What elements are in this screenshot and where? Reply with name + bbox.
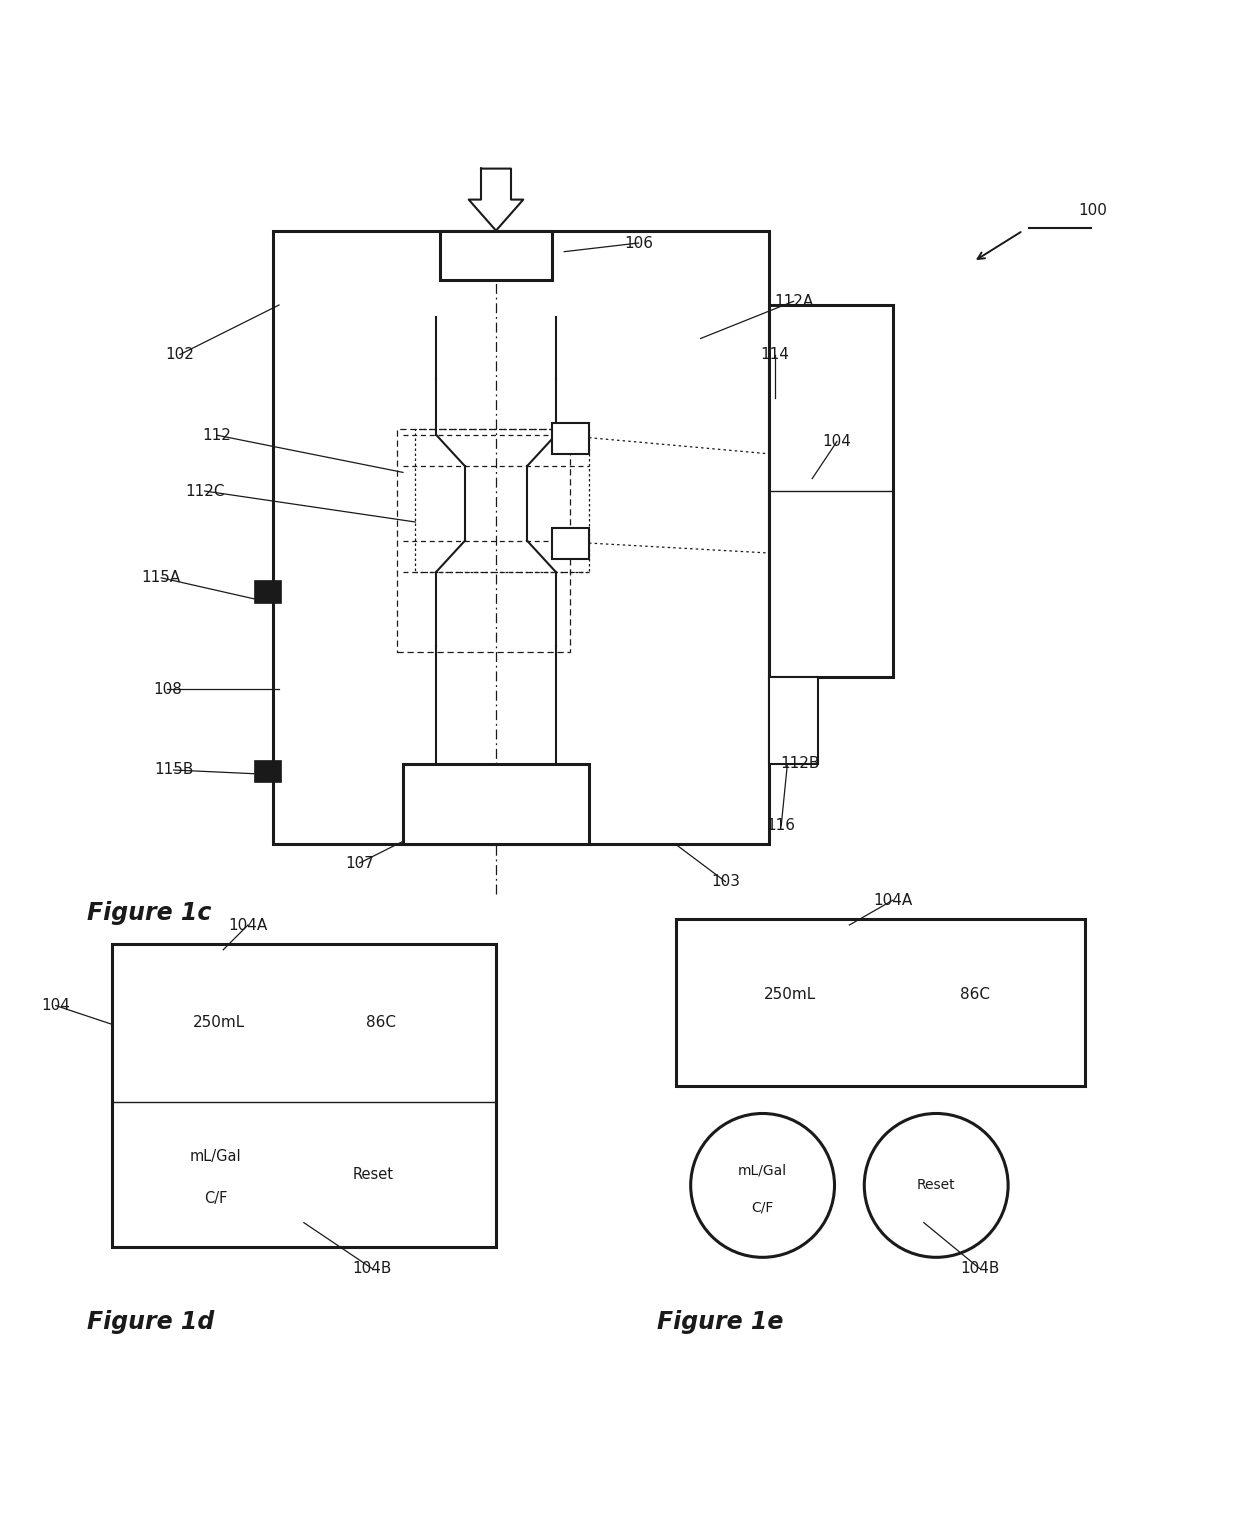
Bar [112,944,496,1247]
Text: C/F: C/F [203,1192,227,1206]
Bar [273,231,769,844]
Text: 106: 106 [624,236,653,251]
Text: 104A: 104A [873,893,913,907]
Text: Reset: Reset [916,1178,956,1192]
Text: 107: 107 [345,856,374,870]
Text: 104A: 104A [228,918,268,933]
Circle shape [691,1113,835,1257]
Text: 114: 114 [760,346,790,362]
Text: 104: 104 [41,998,71,1013]
Bar [403,764,589,844]
Text: 103: 103 [711,875,740,889]
Text: 250mL: 250mL [193,1015,246,1030]
Text: 112A: 112A [774,294,813,310]
Text: 104B: 104B [352,1261,392,1277]
Bar [552,528,589,559]
Text: 86C: 86C [366,1015,396,1030]
Bar [254,761,281,782]
Text: 115A: 115A [141,570,181,585]
Text: 112: 112 [202,428,232,442]
Circle shape [864,1113,1008,1257]
Bar [440,231,552,280]
Polygon shape [469,168,523,231]
Text: Figure 1c: Figure 1c [87,901,211,924]
Bar [552,424,589,454]
Text: Figure 1e: Figure 1e [657,1311,784,1334]
Text: 112B: 112B [780,756,820,772]
Text: 100: 100 [1079,203,1107,219]
Text: 250mL: 250mL [764,987,816,1001]
Text: Reset: Reset [352,1167,393,1183]
Text: 86C: 86C [960,987,990,1001]
Text: C/F: C/F [751,1201,774,1215]
Text: Figure 1d: Figure 1d [87,1311,215,1334]
Bar [769,305,893,678]
Bar [769,678,818,764]
Text: 104B: 104B [960,1261,999,1277]
Bar [397,430,570,653]
Text: 102: 102 [165,346,195,362]
Bar [676,919,1085,1086]
Bar [254,581,281,602]
Text: 108: 108 [153,682,182,698]
Text: mL/Gal: mL/Gal [190,1149,242,1164]
Text: 115B: 115B [154,762,193,778]
Text: 104: 104 [822,434,852,448]
Text: 112C: 112C [185,484,224,499]
Bar [415,430,589,571]
Text: mL/Gal: mL/Gal [738,1164,787,1178]
Text: 116: 116 [766,818,796,833]
